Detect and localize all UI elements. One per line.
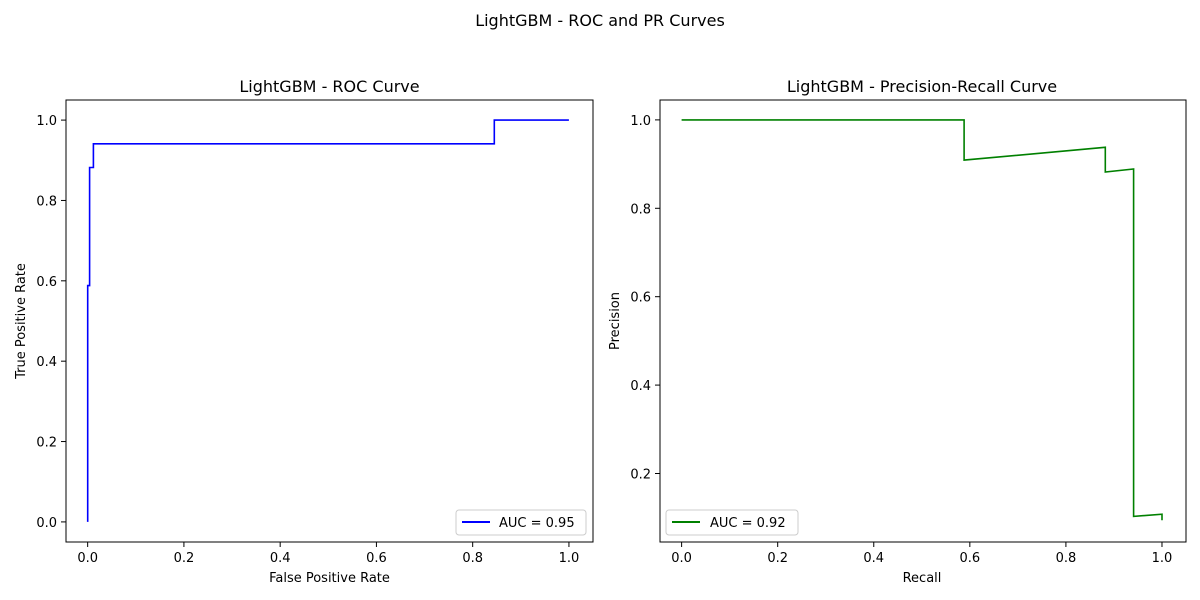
roc-legend: AUC = 0.95 xyxy=(455,509,587,536)
pr-ytick-label: 0.2 xyxy=(630,467,651,482)
pr-ticks: 0.0 0.2 0.4 0.6 0.8 1.0 0.2 0.4 0.6 0.8 1.0 xyxy=(630,114,1172,566)
roc-ticks: 0.0 0.2 0.4 0.6 0.8 1.0 0.0 0.2 0.4 0.6 0.8 1.0 xyxy=(36,114,579,566)
pr-xtick-label: 0.6 xyxy=(959,551,980,566)
roc-panel: LightGBM - ROC Curve 0.0 0.2 0.4 0.6 0.8 1.00… xyxy=(14,77,594,586)
roc-title: LightGBM - ROC Curve xyxy=(239,77,419,96)
pr-legend-label: AUC = 0.92 xyxy=(710,516,786,531)
pr-title: LightGBM - Precision-Recall Curve xyxy=(787,77,1057,96)
roc-xtick-label: 0.6 xyxy=(366,551,387,566)
roc-ytick-label: 0.8 xyxy=(36,194,57,209)
roc-ytick-label: 1.0 xyxy=(36,114,57,129)
roc-ytick-label: 0.4 xyxy=(36,355,57,370)
roc-curve-line xyxy=(86,119,569,522)
pr-ytick-label: 1.0 xyxy=(630,114,651,129)
roc-xtick-label: 1.0 xyxy=(559,551,580,566)
roc-xtick-label: 0.8 xyxy=(462,551,483,566)
roc-xtick-label: 0.4 xyxy=(270,551,291,566)
pr-ytick-label: 0.8 xyxy=(630,202,651,217)
roc-plot-content xyxy=(86,119,569,522)
pr-legend: AUC = 0.92 xyxy=(665,509,799,536)
roc-xtick-label: 0.0 xyxy=(77,551,98,566)
pr-panel: LightGBM - Precision-Recall Curve 0.0 0.2… xyxy=(608,77,1187,586)
pr-ylabel: Precision xyxy=(608,292,623,350)
pr-plot-content xyxy=(681,119,1163,521)
pr-xtick-label: 1.0 xyxy=(1152,551,1173,566)
pr-legend-box xyxy=(665,509,799,536)
pr-ytick-label: 0.6 xyxy=(630,291,651,306)
pr-axes-frame xyxy=(659,99,1187,543)
pr-xtick-label: 0.0 xyxy=(671,551,692,566)
roc-xtick-label: 0.2 xyxy=(174,551,195,566)
pr-curve-line xyxy=(681,119,1163,521)
roc-legend-label: AUC = 0.95 xyxy=(499,516,575,531)
figure-suptitle: LightGBM - ROC and PR Curves xyxy=(475,11,725,30)
roc-xlabel: False Positive Rate xyxy=(269,571,390,586)
pr-xlabel: Recall xyxy=(903,571,942,586)
roc-axes-frame xyxy=(65,99,594,543)
roc-ytick-label: 0.6 xyxy=(36,275,57,290)
roc-legend-box xyxy=(455,509,587,536)
pr-xtick-label: 0.8 xyxy=(1056,551,1077,566)
roc-ylabel: True Positive Rate xyxy=(14,263,29,380)
pr-xtick-label: 0.4 xyxy=(863,551,884,566)
roc-ytick-label: 0.2 xyxy=(36,436,57,451)
roc-ytick-label: 0.0 xyxy=(36,516,57,531)
pr-xtick-label: 0.2 xyxy=(767,551,788,566)
pr-ytick-label: 0.4 xyxy=(630,379,651,394)
